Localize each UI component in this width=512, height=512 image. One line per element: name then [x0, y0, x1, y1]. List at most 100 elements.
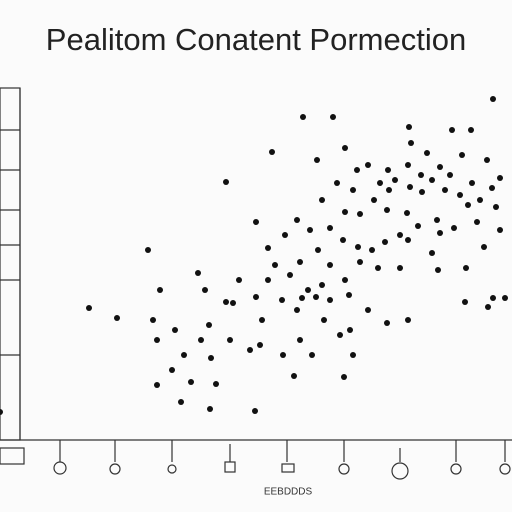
point — [497, 175, 503, 181]
point — [429, 250, 435, 256]
point — [315, 247, 321, 253]
point — [485, 304, 491, 310]
corner-box — [0, 447, 25, 465]
point — [418, 172, 424, 178]
point — [502, 295, 508, 301]
point — [489, 185, 495, 191]
point — [114, 315, 120, 321]
point — [337, 332, 343, 338]
point — [178, 399, 184, 405]
point — [300, 114, 306, 120]
point — [269, 149, 275, 155]
point — [327, 262, 333, 268]
point — [342, 277, 348, 283]
point — [377, 180, 383, 186]
point — [297, 337, 303, 343]
point — [154, 382, 160, 388]
point — [434, 217, 440, 223]
tick-knob — [281, 463, 295, 473]
point — [313, 294, 319, 300]
point — [342, 209, 348, 215]
tick-knob — [53, 461, 67, 475]
point — [213, 381, 219, 387]
point — [457, 192, 463, 198]
point — [490, 96, 496, 102]
point — [340, 237, 346, 243]
point — [223, 299, 229, 305]
x-axis-label: EEBDDDS — [264, 487, 313, 498]
point — [206, 322, 212, 328]
point — [365, 307, 371, 313]
point — [451, 225, 457, 231]
point — [309, 352, 315, 358]
point — [253, 219, 259, 225]
point — [397, 265, 403, 271]
tick-knob — [450, 463, 462, 475]
point — [169, 367, 175, 373]
point — [319, 197, 325, 203]
point — [386, 187, 392, 193]
point — [497, 227, 503, 233]
point — [154, 337, 160, 343]
point — [365, 162, 371, 168]
point — [314, 157, 320, 163]
point — [465, 202, 471, 208]
point — [294, 217, 300, 223]
point — [419, 189, 425, 195]
point — [407, 184, 413, 190]
point — [490, 295, 496, 301]
point — [208, 355, 214, 361]
point — [350, 352, 356, 358]
point — [272, 262, 278, 268]
point — [481, 244, 487, 250]
point — [371, 197, 377, 203]
tick-knob — [224, 461, 236, 473]
point — [424, 150, 430, 156]
point — [382, 239, 388, 245]
point — [347, 327, 353, 333]
side-panel — [0, 87, 21, 441]
point — [385, 167, 391, 173]
point — [247, 347, 253, 353]
point — [437, 230, 443, 236]
chart-title: Pealitom Conatent Pormection — [46, 22, 466, 57]
point — [227, 337, 233, 343]
point — [477, 197, 483, 203]
point — [447, 172, 453, 178]
point — [280, 352, 286, 358]
tick-knob — [338, 463, 350, 475]
point — [484, 157, 490, 163]
point — [181, 352, 187, 358]
point — [342, 145, 348, 151]
tick-knob — [109, 463, 121, 475]
point — [198, 337, 204, 343]
point — [207, 406, 213, 412]
point — [86, 305, 92, 311]
tick-knob — [167, 464, 177, 474]
point — [346, 292, 352, 298]
point — [265, 277, 271, 283]
point — [259, 317, 265, 323]
point — [297, 259, 303, 265]
tick-knob — [499, 463, 511, 475]
point — [468, 127, 474, 133]
point — [435, 267, 441, 273]
point — [319, 282, 325, 288]
point — [327, 225, 333, 231]
point — [415, 223, 421, 229]
point — [369, 247, 375, 253]
point — [405, 317, 411, 323]
point — [291, 373, 297, 379]
point — [442, 187, 448, 193]
point — [145, 247, 151, 253]
point — [230, 300, 236, 306]
point — [157, 287, 163, 293]
point — [462, 299, 468, 305]
point — [321, 317, 327, 323]
point — [357, 211, 363, 217]
point — [459, 152, 465, 158]
point — [265, 245, 271, 251]
point — [307, 227, 313, 233]
